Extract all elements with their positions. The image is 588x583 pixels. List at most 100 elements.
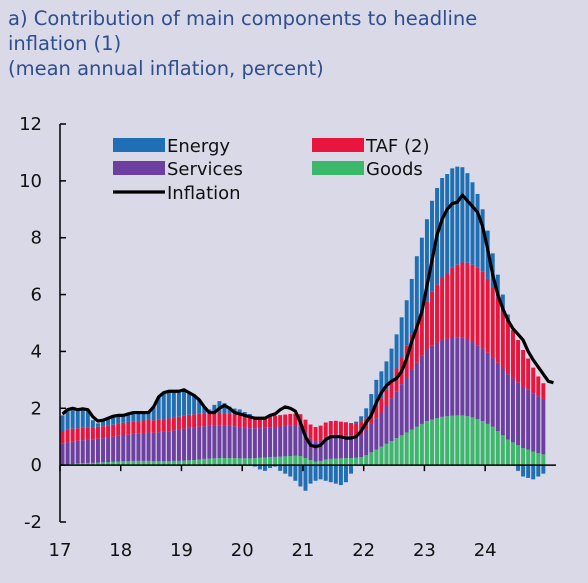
- bar-energy-86: [495, 274, 500, 298]
- bar-taf-2--17: [146, 419, 151, 433]
- bar-taf-2--28: [202, 413, 207, 427]
- x-tick-label-2: 19: [170, 540, 193, 561]
- bar-taf-2--38: [252, 416, 257, 429]
- bar-goods-67: [399, 435, 404, 466]
- bar-services-57: [349, 435, 353, 459]
- bar-goods-72: [424, 421, 429, 466]
- bar-energy-15: [136, 411, 141, 422]
- bar-services-52: [323, 436, 328, 460]
- bar-energy-80: [465, 173, 470, 263]
- bar-taf-2--34: [232, 414, 237, 427]
- bar-energy-48: [303, 465, 308, 491]
- bar-goods-68: [404, 432, 409, 466]
- bar-taf-2--3: [75, 428, 80, 441]
- bar-taf-2--25: [187, 414, 192, 428]
- bar-taf-2--79: [460, 262, 465, 338]
- bar-goods-89: [511, 442, 515, 466]
- bar-energy-7: [95, 423, 100, 427]
- bar-energy-0: [60, 415, 65, 432]
- x-tick-label-5: 22: [352, 540, 375, 561]
- bar-services-44: [283, 425, 288, 457]
- bar-energy-83: [480, 209, 485, 272]
- bar-energy-93: [531, 465, 536, 480]
- bar-services-1: [65, 442, 70, 465]
- bar-services-93: [531, 393, 536, 452]
- bar-goods-63: [379, 446, 384, 466]
- bar-goods-30: [212, 458, 217, 466]
- x-tick-label-0: 17: [49, 540, 72, 561]
- bar-goods-53: [328, 458, 333, 466]
- legend-swatch-taf-2: [312, 138, 364, 152]
- bar-energy-90: [516, 465, 521, 471]
- bar-goods-38: [252, 458, 257, 466]
- bar-energy-17: [146, 411, 151, 420]
- bar-services-12: [121, 435, 126, 462]
- bar-energy-94: [536, 465, 541, 477]
- bar-energy-91: [521, 465, 526, 477]
- bar-services-20: [161, 431, 166, 462]
- bar-energy-52: [323, 465, 328, 481]
- bar-energy-32: [222, 403, 227, 414]
- bar-taf-2--44: [283, 414, 288, 426]
- bar-energy-16: [141, 411, 146, 421]
- bar-taf-2--11: [116, 423, 121, 436]
- y-tick-label-3: 4: [31, 341, 42, 362]
- bar-services-80: [465, 339, 470, 417]
- bar-energy-12: [121, 415, 126, 423]
- bar-goods-37: [247, 458, 252, 466]
- bar-energy-5: [85, 410, 90, 428]
- bar-energy-63: [379, 371, 384, 399]
- bar-services-28: [202, 426, 207, 459]
- bar-goods-45: [288, 456, 293, 466]
- bar-goods-27: [197, 459, 202, 466]
- bar-goods-93: [531, 451, 536, 466]
- bar-services-39: [257, 428, 262, 458]
- bar-goods-81: [470, 417, 475, 466]
- bar-services-16: [141, 433, 146, 461]
- bar-taf-2--36: [242, 416, 247, 428]
- bar-energy-92: [526, 465, 531, 478]
- bar-goods-7: [95, 462, 100, 466]
- bar-goods-39: [257, 457, 262, 466]
- bar-services-91: [521, 386, 526, 449]
- bar-taf-2--5: [85, 427, 90, 440]
- bar-goods-40: [263, 457, 267, 466]
- bar-services-84: [485, 352, 490, 424]
- bar-services-70: [414, 362, 419, 427]
- bar-energy-39: [257, 465, 262, 470]
- bar-energy-19: [156, 396, 161, 420]
- bar-services-77: [450, 337, 455, 416]
- bar-services-63: [379, 412, 384, 447]
- bar-goods-19: [156, 461, 161, 466]
- bar-goods-9: [106, 462, 111, 466]
- bar-goods-88: [505, 439, 510, 466]
- bar-energy-30: [212, 404, 217, 413]
- bar-goods-95: [541, 454, 546, 466]
- bar-taf-2--52: [323, 422, 328, 437]
- bar-taf-2--62: [374, 405, 379, 419]
- bar-energy-60: [364, 408, 369, 419]
- bar-goods-85: [490, 426, 495, 466]
- bar-services-78: [455, 337, 460, 416]
- bar-taf-2--75: [440, 277, 445, 341]
- bar-taf-2--43: [278, 415, 283, 427]
- bar-energy-81: [470, 182, 475, 265]
- bar-taf-2--63: [379, 398, 384, 413]
- bar-energy-18: [151, 407, 156, 421]
- bar-taf-2--7: [95, 426, 100, 439]
- bar-energy-95: [541, 465, 546, 474]
- bar-services-53: [328, 434, 333, 459]
- bar-energy-24: [182, 390, 186, 416]
- bar-goods-92: [526, 449, 531, 466]
- bar-energy-3: [75, 408, 80, 429]
- bar-services-74: [435, 342, 440, 419]
- bar-energy-26: [192, 394, 197, 415]
- bar-energy-45: [288, 465, 293, 477]
- bar-goods-94: [536, 453, 541, 466]
- legend-label-energy: Energy: [167, 136, 230, 157]
- bar-goods-50: [313, 461, 318, 466]
- bar-services-27: [197, 426, 202, 460]
- bar-taf-2--1: [65, 429, 70, 443]
- bar-services-86: [495, 362, 500, 432]
